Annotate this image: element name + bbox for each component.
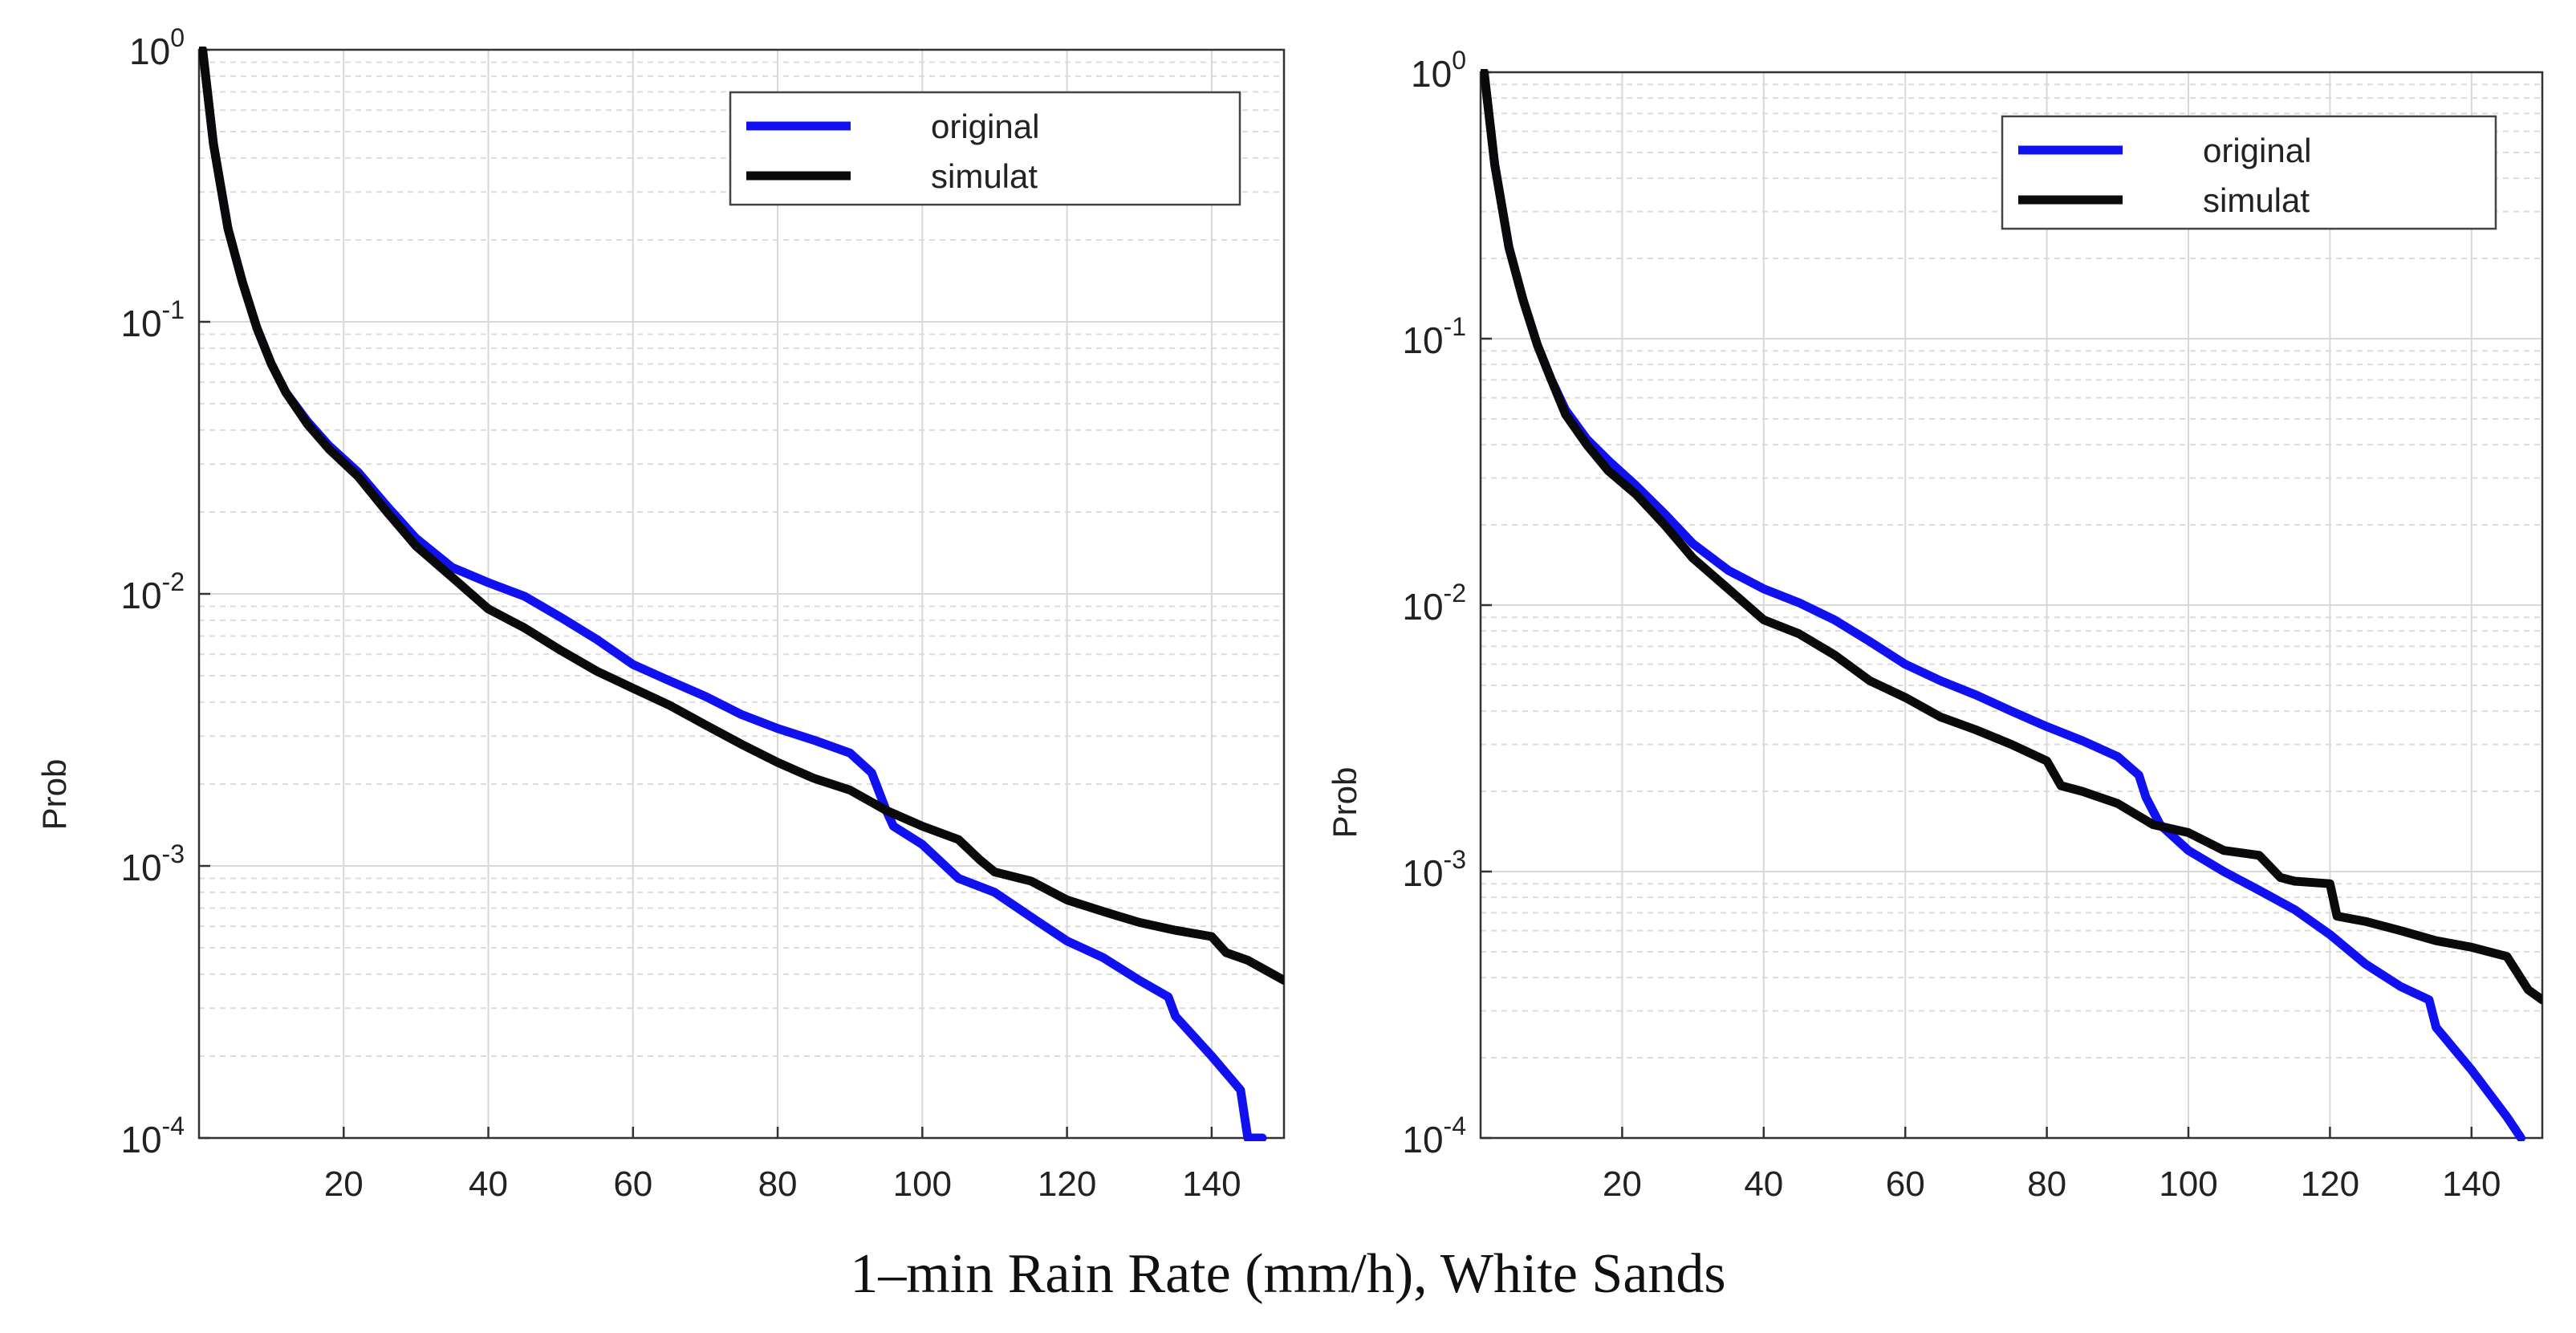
y-tick-exponent: -1 [1444, 312, 1466, 341]
y-tick-label: 100 [1411, 46, 1466, 95]
legend: original simulat [2001, 115, 2497, 230]
legend-label-simulat: simulat [931, 157, 1038, 195]
figure-caption: 1–min Rain Rate (mm/h), White Sands [850, 1243, 1726, 1305]
y-tick-label: 10-3 [1402, 845, 1466, 894]
x-tick-label: 80 [2027, 1164, 2066, 1204]
y-tick-exponent: -4 [162, 1112, 185, 1140]
x-tick-label: 140 [2442, 1164, 2501, 1204]
y-tick-base: 10 [1402, 1119, 1443, 1160]
x-tick-label: 80 [758, 1164, 798, 1204]
legend-box [2001, 115, 2497, 230]
y-tick-base: 10 [1411, 53, 1452, 95]
y-tick-exponent: 0 [1452, 46, 1466, 75]
x-tick-label: 100 [2159, 1164, 2217, 1204]
y-tick-exponent: -3 [162, 839, 185, 868]
y-tick-label: 10-4 [120, 1112, 185, 1160]
x-tick-label: 60 [613, 1164, 652, 1204]
legend: original simulat [729, 91, 1241, 206]
legend-label-original: original [2203, 132, 2311, 169]
series-line-simulat [199, 47, 1284, 985]
y-tick-base: 10 [120, 303, 161, 344]
y-tick-label: 10-2 [120, 567, 185, 616]
y-axis-label: Prob [35, 759, 73, 831]
y-tick-label: 10-1 [120, 295, 185, 344]
y-tick-exponent: -3 [1444, 845, 1466, 874]
x-tick-label: 120 [2301, 1164, 2359, 1204]
y-tick-label: 10-4 [1402, 1112, 1466, 1160]
legend-label-simulat: simulat [2203, 181, 2310, 219]
x-tick-label: 140 [1182, 1164, 1241, 1204]
y-tick-base: 10 [1402, 586, 1443, 628]
y-tick-label: 10-2 [1402, 579, 1466, 628]
y-tick-label: 10-3 [120, 839, 185, 888]
y-tick-exponent: -2 [1444, 579, 1466, 608]
y-tick-base: 10 [120, 575, 161, 616]
chart-panel-1: 20 40 60 80 100 120 14010010-110-210-310-4Prob… [35, 23, 1286, 1204]
y-tick-base: 10 [1402, 319, 1443, 361]
x-tick-label: 40 [469, 1164, 508, 1204]
x-tick-label: 100 [893, 1164, 952, 1204]
x-tick-label: 120 [1038, 1164, 1096, 1204]
y-tick-base: 10 [120, 1119, 161, 1160]
y-tick-exponent: -2 [162, 567, 185, 596]
x-tick-label: 60 [1886, 1164, 1925, 1204]
legend-box [729, 91, 1241, 206]
legend-label-original: original [931, 108, 1039, 145]
y-tick-label: 100 [129, 23, 185, 72]
x-tick-label: 20 [324, 1164, 364, 1204]
chart-panel-2: 20 40 60 80 100 120 14010010-110-210-310-4Prob… [1326, 46, 2544, 1204]
y-tick-exponent: 0 [170, 23, 185, 52]
x-tick-label: 40 [1744, 1164, 1783, 1204]
y-tick-label: 10-1 [1402, 312, 1466, 361]
y-tick-base: 10 [1402, 852, 1443, 894]
y-axis-label: Prob [1326, 767, 1363, 839]
series-line-simulat [1481, 69, 2542, 1005]
y-tick-exponent: -4 [1444, 1112, 1466, 1140]
grid [199, 49, 1284, 1139]
y-tick-exponent: -1 [162, 295, 185, 324]
y-tick-base: 10 [120, 847, 161, 888]
x-tick-label: 20 [1603, 1164, 1642, 1204]
y-tick-base: 10 [129, 30, 170, 72]
